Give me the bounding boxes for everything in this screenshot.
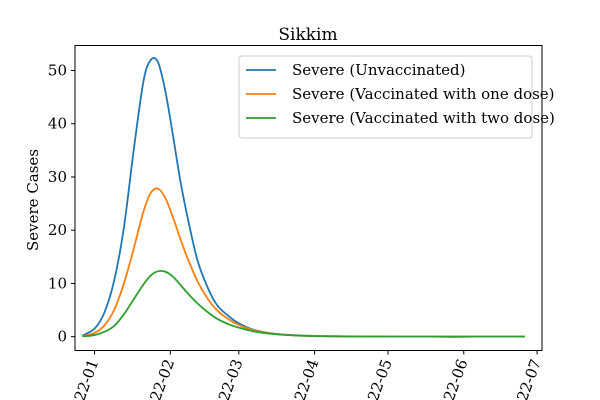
legend-box <box>238 55 533 139</box>
y-tick-label: 50 <box>48 62 67 80</box>
y-tick-label: 30 <box>48 168 67 186</box>
legend: Severe (Unvaccinated) Severe (Vaccinated … <box>238 55 555 139</box>
legend-label-2: Severe (Vaccinated with two dose) <box>292 109 555 127</box>
chart-title: Sikkim <box>278 25 337 45</box>
x-tick-label: 22-01 <box>71 357 103 400</box>
y-axis-label: Severe Cases <box>24 149 42 251</box>
x-tick-label: 22-02 <box>146 357 178 400</box>
x-tick-label: 22-05 <box>364 357 396 400</box>
plot-frame <box>74 45 543 351</box>
x-tick-label: 22-06 <box>440 357 472 400</box>
y-tick-label: 40 <box>48 115 67 133</box>
legend-label-0: Severe (Unvaccinated) <box>292 61 465 79</box>
y-tick-label: 10 <box>48 274 67 292</box>
series-line-1 <box>82 187 525 338</box>
x-tick-label: 22-07 <box>513 357 545 400</box>
x-tick-label: 22-03 <box>215 357 247 400</box>
y-tick-label: 20 <box>48 221 67 239</box>
y-tick-label: 0 <box>57 328 67 346</box>
legend-label-1: Severe (Vaccinated with one dose) <box>292 85 555 103</box>
series-line-2 <box>82 269 525 338</box>
x-tick-label: 22-04 <box>291 357 323 400</box>
series-layer <box>81 57 525 338</box>
